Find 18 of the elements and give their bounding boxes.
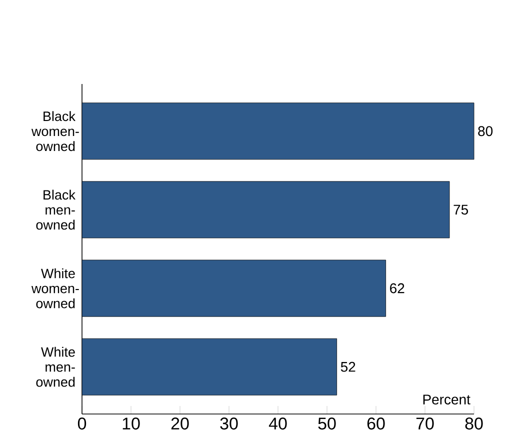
data-label: 75 xyxy=(454,204,468,215)
data-label: 52 xyxy=(340,362,356,372)
x-axis-title: Percent xyxy=(423,394,470,404)
x-tick-label: 10 xyxy=(122,418,140,430)
x-tick-label: 30 xyxy=(220,418,238,430)
y-tick-label: White men-owned xyxy=(36,346,75,387)
x-tick-label: 70 xyxy=(416,418,434,430)
y-tick-label: Black men-owned xyxy=(36,190,76,230)
x-tick-label: 20 xyxy=(171,418,189,430)
data-label: 80 xyxy=(478,126,493,136)
x-tick-label: 0 xyxy=(78,418,86,430)
data-label: 62 xyxy=(390,283,404,294)
y-tick-label: Black women-owned xyxy=(31,111,79,152)
y-tick-label: White women-owned xyxy=(31,268,79,308)
x-tick-label: 50 xyxy=(318,418,336,430)
x-tick-label: 80 xyxy=(465,418,483,430)
x-tick-label: 60 xyxy=(367,418,385,430)
x-tick-label: 40 xyxy=(268,418,287,430)
